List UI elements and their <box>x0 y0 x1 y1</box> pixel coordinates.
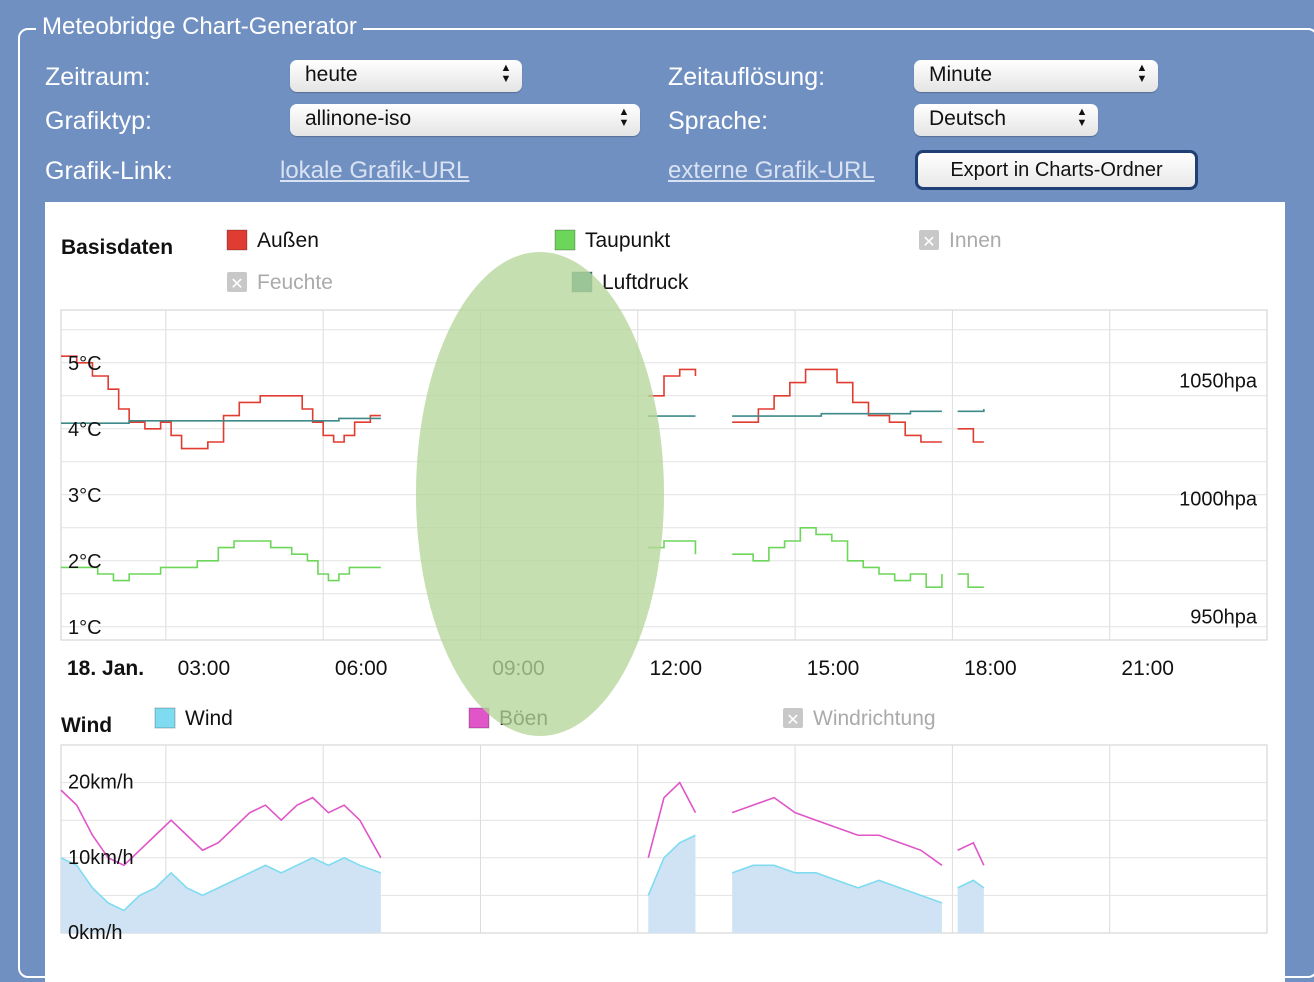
zeitraum-label: Zeitraum: <box>45 63 151 91</box>
y-right-tick-label: 950hpa <box>1190 606 1258 628</box>
zeitaufloesung-label: Zeitauflösung: <box>668 63 826 91</box>
series-gust-line <box>647 781 697 859</box>
legend-1-2-x-icon: ✕ <box>922 232 935 251</box>
select-arrows-icon: ▲ ▼ <box>1136 62 1148 85</box>
wind-title: Wind <box>61 714 112 737</box>
legend-2-2-label: Windrichtung <box>813 707 936 730</box>
legend-1-3-x-icon: ✕ <box>230 274 243 293</box>
legend-2-2-disabled-icon <box>783 708 803 728</box>
sprache-label: Sprache: <box>668 107 769 135</box>
series-wind-area <box>61 857 381 933</box>
basisdaten-plot-area <box>60 309 1268 641</box>
grafiktyp-value: allinone-iso <box>305 107 412 130</box>
legend-1-1-label: Taupunkt <box>585 229 670 252</box>
select-arrows-icon: ▲ ▼ <box>500 62 512 85</box>
x-tick-label: 03:00 <box>178 657 231 680</box>
y-right-tick-label: 1050hpa <box>1179 371 1258 393</box>
x-tick-label: 18:00 <box>964 657 1017 680</box>
series-wind-line <box>60 856 382 912</box>
sprache-value: Deutsch <box>929 107 1007 130</box>
wind-y-tick-label: 10km/h <box>68 847 134 869</box>
date-label: 18. Jan. <box>67 657 144 680</box>
x-tick-label: 06:00 <box>335 657 388 680</box>
legend-1-0-label: Außen <box>257 229 319 252</box>
series-luftdruck-line <box>957 409 985 413</box>
sprache-select[interactable]: Deutsch ▲ ▼ <box>914 104 1098 136</box>
series-luftdruck-line <box>732 410 942 417</box>
legend-1-2-label: Innen <box>949 229 1002 252</box>
zeitaufloesung-select[interactable]: Minute ▲ ▼ <box>914 60 1158 92</box>
x-tick-label: 15:00 <box>807 657 860 680</box>
series-taupunkt-line <box>61 540 381 582</box>
x-tick-label: 12:00 <box>650 657 703 680</box>
series-gust-line <box>60 789 382 867</box>
wind-y-tick-label: 0km/h <box>68 922 122 944</box>
grafiklink-label: Grafik-Link: <box>45 157 173 185</box>
legend-2-0-swatch <box>154 707 176 729</box>
charts-svg: Basisdaten Außen Taupunkt ✕ Innen ✕ Feuchte Luf… <box>60 229 1268 944</box>
chart-panel: Basisdaten Außen Taupunkt ✕ Innen ✕ Feuchte Luf… <box>45 202 1285 982</box>
basisdaten-title: Basisdaten <box>61 236 173 259</box>
series-wind-line <box>957 879 985 889</box>
y-right-tick-label: 1000hpa <box>1179 489 1258 511</box>
legend-2-0-label: Wind <box>185 707 233 730</box>
series-wind-area <box>648 835 696 933</box>
series-taupunkt-line <box>648 540 697 555</box>
series-taupunkt-line <box>732 527 943 588</box>
legend-1-2-disabled-icon <box>919 230 939 250</box>
series-wind-line <box>731 864 943 904</box>
legend-1-1-swatch <box>554 229 576 251</box>
local-graphic-url-link[interactable]: lokale Grafik-URL <box>280 157 470 184</box>
y-left-tick-label: 4°C <box>68 419 102 441</box>
series-auen-line <box>648 368 697 397</box>
y-left-tick-label: 1°C <box>68 617 102 639</box>
wind-y-tick-label: 20km/h <box>68 772 134 794</box>
zeitraum-select[interactable]: heute ▲ ▼ <box>290 60 522 92</box>
highlight-ellipse <box>416 252 664 736</box>
zeitraum-value: heute <box>305 63 358 86</box>
legend-1-4-label: Luftdruck <box>602 271 689 294</box>
series-wind-area <box>957 880 984 933</box>
series-taupunkt-line <box>957 573 984 588</box>
select-arrows-icon: ▲ ▼ <box>618 106 630 129</box>
grafiktyp-label: Grafiktyp: <box>45 107 152 135</box>
y-left-tick-label: 5°C <box>68 353 102 375</box>
external-graphic-url-link[interactable]: externe Grafik-URL <box>668 157 875 184</box>
series-wind-line <box>647 834 696 896</box>
y-left-tick-label: 2°C <box>68 551 102 573</box>
y-left-tick-label: 3°C <box>68 485 102 507</box>
series-auen-line <box>732 368 942 443</box>
page-title: Meteobridge Chart-Generator <box>36 13 363 41</box>
series-auen-line <box>957 428 984 443</box>
legend-2-2-x-icon: ✕ <box>786 710 799 729</box>
select-arrows-icon: ▲ ▼ <box>1076 106 1088 129</box>
zeitaufloesung-value: Minute <box>929 63 993 86</box>
legend-1-0-swatch <box>226 229 248 251</box>
series-luftdruck-line <box>61 417 381 424</box>
series-auen-line <box>61 355 381 450</box>
legend-2-1-swatch <box>468 707 490 729</box>
series-gust-line <box>957 841 985 866</box>
series-wind-area <box>732 865 942 933</box>
x-tick-label: 21:00 <box>1121 657 1174 680</box>
export-charts-button[interactable]: Export in Charts-Ordner <box>915 150 1198 190</box>
series-gust-line <box>731 796 943 866</box>
grafiktyp-select[interactable]: allinone-iso ▲ ▼ <box>290 104 640 136</box>
legend-1-3-label: Feuchte <box>257 271 333 294</box>
legend-1-3-disabled-icon <box>227 272 247 292</box>
